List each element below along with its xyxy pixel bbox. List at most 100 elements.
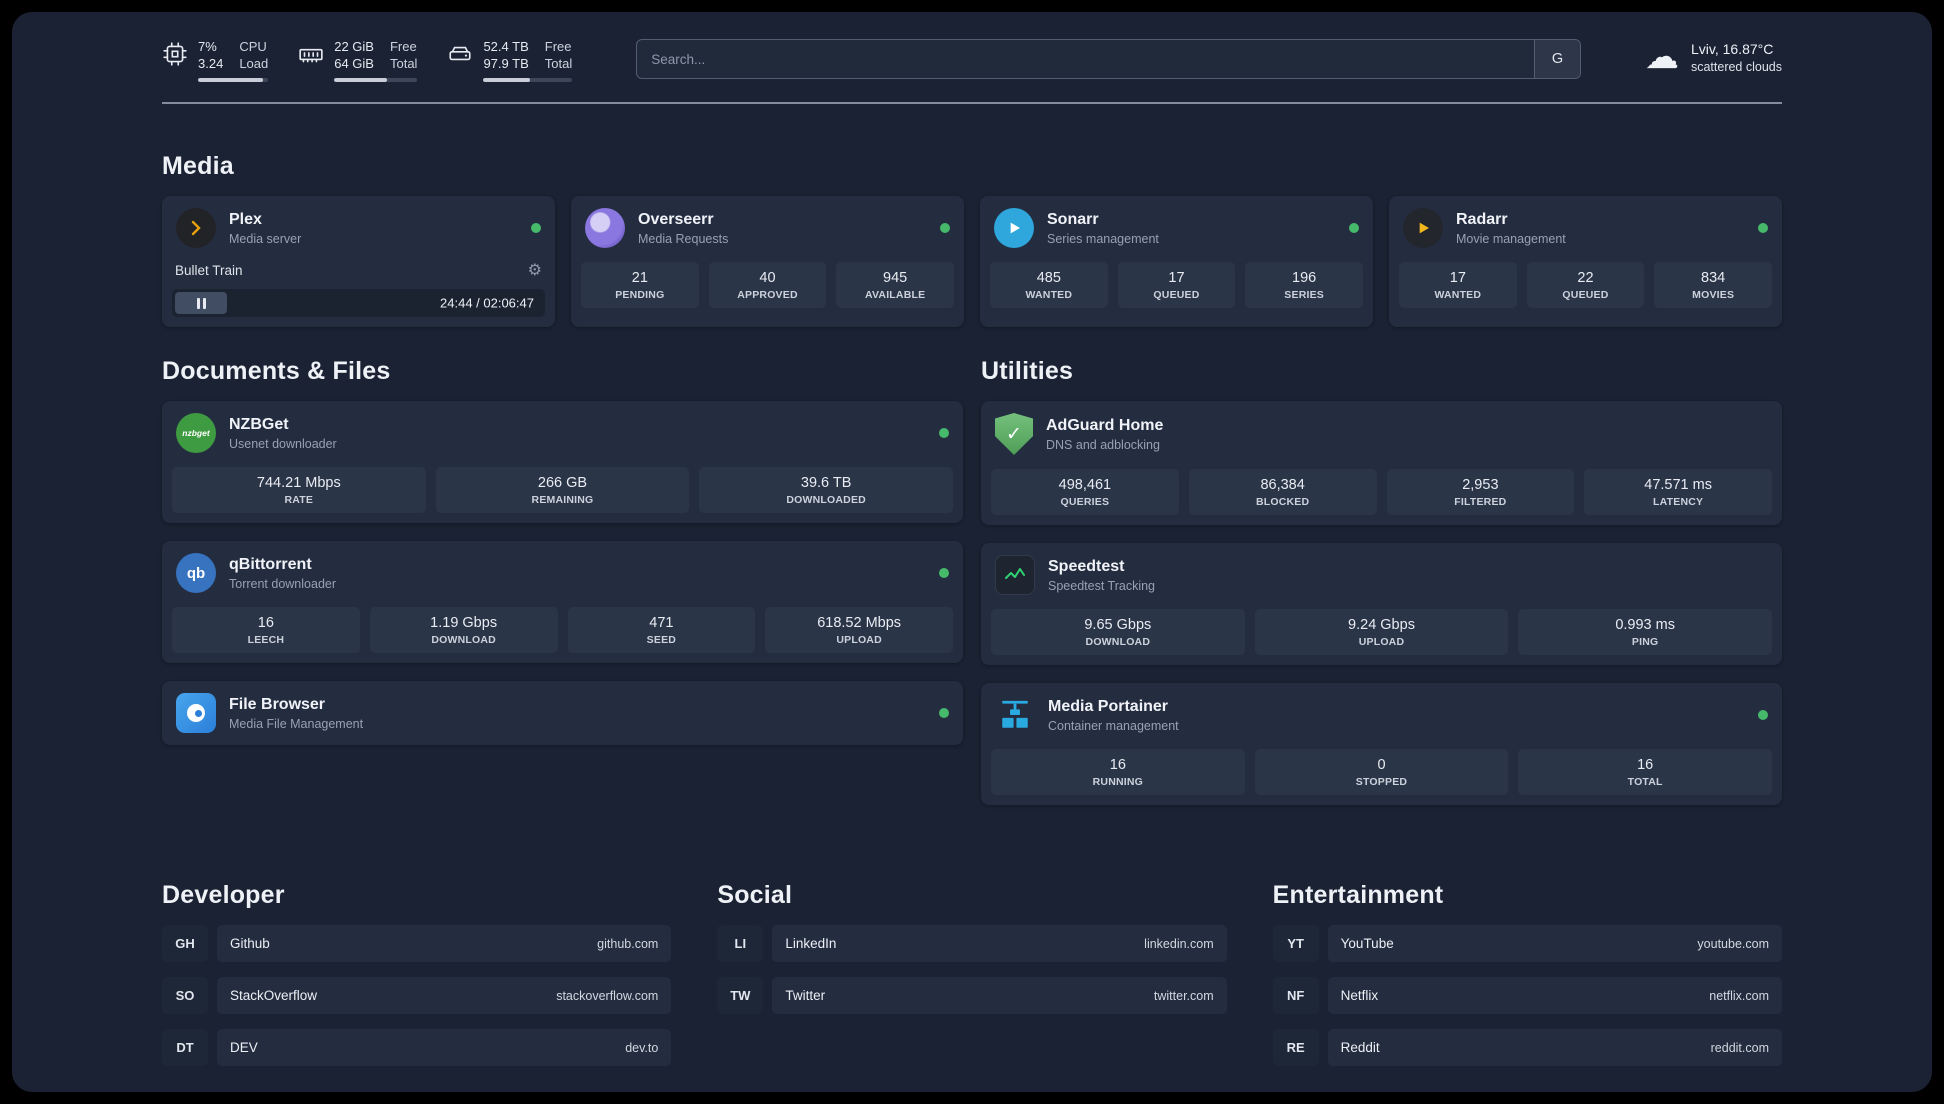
memory-free-label: Free xyxy=(389,39,417,54)
cpu-icon xyxy=(162,41,188,67)
bookmark-url: stackoverflow.com xyxy=(556,988,659,1003)
stat-tile: 0.993 ms PING xyxy=(1518,609,1772,655)
bookmark-url: linkedin.com xyxy=(1144,936,1214,951)
stat-label: WANTED xyxy=(1025,289,1073,301)
stat-tile: 17 QUEUED xyxy=(1117,262,1236,308)
stat-label: MOVIES xyxy=(1692,289,1735,301)
bookmark-url: netflix.com xyxy=(1709,988,1769,1003)
memory-usage-bar xyxy=(334,78,418,82)
bookmark-twitter[interactable]: TW Twitter twitter.com xyxy=(717,977,1227,1014)
cpu-label: CPU xyxy=(239,39,267,54)
stat-label: QUERIES xyxy=(1060,496,1110,508)
bookmark-url: github.com xyxy=(597,936,659,951)
stat-label: UPLOAD xyxy=(1358,636,1405,648)
service-link-speedtest[interactable]: Speedtest Speedtest Tracking xyxy=(981,543,1782,607)
service-link-adguard[interactable]: ✓ AdGuard Home DNS and adblocking xyxy=(981,401,1782,467)
stat-label: TOTAL xyxy=(1627,776,1663,788)
search-input[interactable] xyxy=(637,40,1534,78)
qbittorrent-icon: qb xyxy=(176,553,216,593)
pause-icon[interactable] xyxy=(196,297,206,309)
service-link-filebrowser[interactable]: File Browser Media File Management xyxy=(162,681,963,745)
stat-tile: 47.571 ms LATENCY xyxy=(1584,469,1772,515)
bookmark-netflix[interactable]: NF Netflix netflix.com xyxy=(1272,977,1782,1014)
stat-label: WANTED xyxy=(1434,289,1482,301)
disk-total-value: 97.9 TB xyxy=(483,56,529,71)
bookmark-name: Twitter xyxy=(785,988,826,1003)
bookmark-stackoverflow[interactable]: SO StackOverflow stackoverflow.com xyxy=(162,977,672,1014)
service-card-radarr: Radarr Movie management 17 WANTED 22 QUE… xyxy=(1389,196,1782,327)
stat-tile: 834 MOVIES xyxy=(1654,262,1772,308)
weather-widget[interactable]: ☁ Lviv, 16.87°C scattered clouds xyxy=(1645,40,1782,74)
stat-value: 39.6 TB xyxy=(800,475,852,491)
search-provider-button[interactable]: G xyxy=(1533,40,1580,78)
service-subtitle: Speedtest Tracking xyxy=(1048,578,1156,593)
qbittorrent-icon-text: qb xyxy=(186,564,206,582)
stat-value: 744.21 Mbps xyxy=(256,475,341,491)
stat-tile: 16 TOTAL xyxy=(1518,749,1772,795)
bookmark-abbr: GH xyxy=(162,925,208,962)
section-utilities: Utilities ✓ AdGuard Home DNS and adblock… xyxy=(981,357,1782,823)
bookmark-youtube[interactable]: YT YouTube youtube.com xyxy=(1272,925,1782,962)
disk-monitor: 52.4 TB Free 97.9 TB Total xyxy=(447,38,573,82)
stat-tile: 39.6 TB DOWNLOADED xyxy=(699,467,953,513)
service-link-plex[interactable]: Plex Media server xyxy=(162,196,555,260)
weather-location: Lviv, 16.87°C xyxy=(1690,40,1774,57)
bookmark-group-developer: Developer GH Github github.com SO StackO… xyxy=(162,881,672,1081)
stat-value: 834 xyxy=(1701,270,1726,286)
bookmark-linkedin[interactable]: LI LinkedIn linkedin.com xyxy=(717,925,1227,962)
stat-tile: 17 WANTED xyxy=(1399,262,1517,308)
service-card-qbittorrent: qb qBittorrent Torrent downloader 16 LEE… xyxy=(162,541,963,663)
sonarr-icon xyxy=(994,208,1034,248)
service-title: Radarr xyxy=(1456,210,1508,228)
stat-label: QUEUED xyxy=(1562,289,1609,301)
bookmark-name: YouTube xyxy=(1340,936,1394,951)
disk-free-value: 52.4 TB xyxy=(483,39,529,54)
stat-value: 22 xyxy=(1577,270,1594,286)
stat-label: UPLOAD xyxy=(836,634,882,646)
stat-label: RUNNING xyxy=(1092,776,1144,788)
status-online-dot xyxy=(1758,710,1768,720)
search-bar: G xyxy=(636,39,1581,79)
cpu-monitor: 7% CPU 3.24 Load xyxy=(162,38,269,82)
status-online-dot xyxy=(531,223,541,233)
bookmark-github[interactable]: GH Github github.com xyxy=(162,925,672,962)
overseerr-icon xyxy=(585,208,625,248)
section-title-developer: Developer xyxy=(162,881,285,909)
stat-value: 266 GB xyxy=(537,475,588,491)
service-link-radarr[interactable]: Radarr Movie management xyxy=(1389,196,1782,260)
status-online-dot xyxy=(939,568,949,578)
stat-label: SEED xyxy=(646,634,677,646)
cpu-usage-bar xyxy=(198,78,269,82)
stat-tile: 744.21 Mbps RATE xyxy=(172,467,426,513)
now-playing-title: Bullet Train xyxy=(175,262,243,278)
service-link-qbittorrent[interactable]: qb qBittorrent Torrent downloader xyxy=(162,541,963,605)
stat-value: 9.24 Gbps xyxy=(1348,617,1415,633)
disk-icon xyxy=(447,41,473,67)
memory-total-value: 64 GiB xyxy=(334,56,374,71)
stat-tile: 1.19 Gbps DOWNLOAD xyxy=(369,607,558,653)
service-link-nzbget[interactable]: nzbget NZBGet Usenet downloader xyxy=(162,401,963,465)
stat-tile: 196 SERIES xyxy=(1245,262,1363,308)
service-link-portainer[interactable]: Media Portainer Container management xyxy=(981,683,1782,747)
stat-tile: 0 STOPPED xyxy=(1254,749,1509,795)
bookmark-abbr: TW xyxy=(717,977,764,1014)
stat-value: 21 xyxy=(631,270,648,286)
gear-icon[interactable]: ⚙ xyxy=(527,262,542,279)
status-online-dot xyxy=(1349,223,1359,233)
playback-progress-bar[interactable]: 24:44 / 02:06:47 xyxy=(172,289,545,317)
bookmark-abbr: NF xyxy=(1272,977,1319,1014)
service-link-sonarr[interactable]: Sonarr Series management xyxy=(980,196,1373,260)
bookmark-dev[interactable]: DT DEV dev.to xyxy=(162,1029,672,1066)
stat-label: PING xyxy=(1631,636,1659,648)
bookmark-group-entertainment: Entertainment YT YouTube youtube.com NF … xyxy=(1272,881,1782,1081)
service-card-plex: Plex Media server Bullet Train ⚙ 24:44 /… xyxy=(162,196,555,327)
stat-tile: 40 APPROVED xyxy=(708,262,827,308)
service-link-overseerr[interactable]: Overseerr Media Requests xyxy=(571,196,964,260)
section-bookmarks: Developer GH Github github.com SO StackO… xyxy=(162,881,1782,1081)
service-subtitle: Container management xyxy=(1048,718,1179,733)
bookmark-reddit[interactable]: RE Reddit reddit.com xyxy=(1272,1029,1782,1066)
stat-tile: 618.52 Mbps UPLOAD xyxy=(765,607,953,653)
stat-value: 17 xyxy=(1449,270,1466,286)
section-title-utilities: Utilities xyxy=(981,357,1074,385)
section-media: Media Plex Media server Bullet Train ⚙ xyxy=(162,152,1782,327)
